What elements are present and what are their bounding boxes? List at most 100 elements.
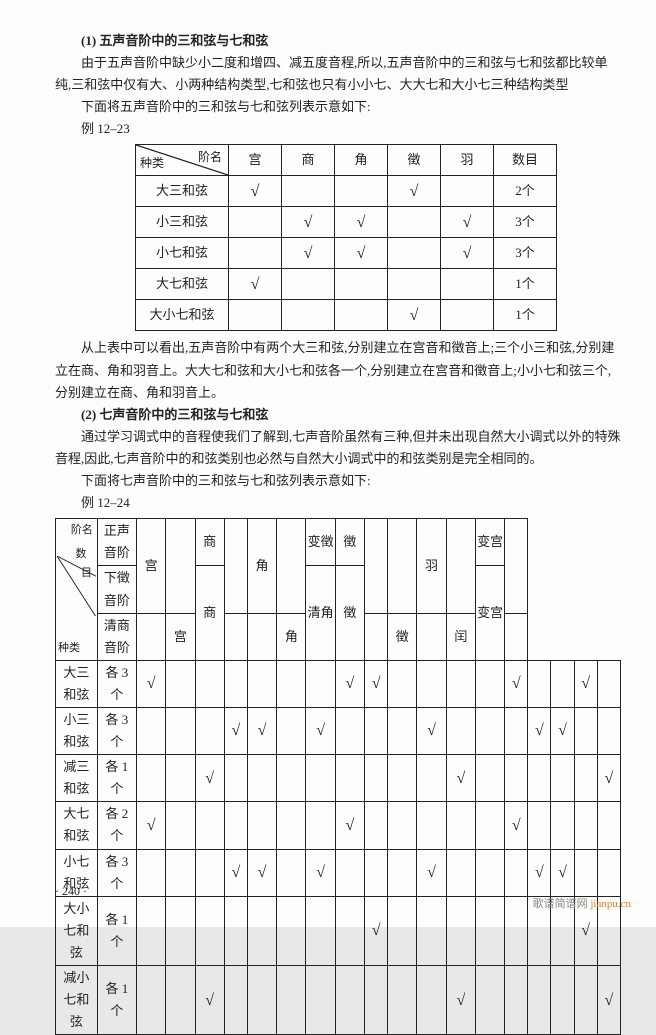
t2-cell bbox=[195, 802, 224, 849]
t2-g1-7: 徵 bbox=[335, 519, 364, 566]
t2-cell: √ bbox=[505, 802, 528, 849]
t2-cell bbox=[551, 966, 574, 1035]
t1-count: 3个 bbox=[494, 207, 557, 238]
t2-hdr-row1: 阶名 数 目 种类 正声音阶 宫 商 角 变徵 徵 羽 bbox=[56, 519, 621, 566]
t2-cell bbox=[335, 849, 364, 896]
t2-cell bbox=[388, 896, 417, 965]
t1-cell bbox=[282, 269, 335, 300]
t2-cell bbox=[195, 707, 224, 754]
t2-cell bbox=[505, 896, 528, 965]
t2-cell bbox=[417, 896, 446, 965]
t2-row-count: 各 1 个 bbox=[97, 896, 136, 965]
t2-cell bbox=[277, 966, 306, 1035]
t2-cell bbox=[166, 849, 195, 896]
t2-cell bbox=[277, 660, 306, 707]
t2-scale-1: 下徵音阶 bbox=[97, 566, 136, 613]
t1-cell: √ bbox=[229, 269, 282, 300]
t2-cell bbox=[388, 707, 417, 754]
t2-cell: √ bbox=[306, 707, 335, 754]
t2-cell bbox=[166, 802, 195, 849]
t2-cell bbox=[446, 896, 475, 965]
t2-cell: √ bbox=[365, 660, 388, 707]
table1-row: 大三和弦√√2个 bbox=[136, 176, 557, 207]
t2-cell: √ bbox=[528, 707, 551, 754]
t2-cell: √ bbox=[247, 707, 276, 754]
t2-cell bbox=[388, 660, 417, 707]
watermark: 歌谱简谱网 jianpu.cn bbox=[533, 895, 631, 911]
t2-cell bbox=[446, 660, 475, 707]
diag-bottom-label: 种类 bbox=[140, 153, 164, 173]
section1-heading: (1) 五声音阶中的三和弦与七和弦 bbox=[55, 30, 621, 52]
t2-cell bbox=[247, 660, 276, 707]
t1-cell bbox=[282, 176, 335, 207]
t2-cell: √ bbox=[247, 849, 276, 896]
t1-cell: √ bbox=[282, 207, 335, 238]
t2-cell bbox=[224, 802, 247, 849]
t1-cell: √ bbox=[388, 300, 441, 331]
t2-cell bbox=[335, 707, 364, 754]
t2-cell bbox=[195, 896, 224, 965]
t1-cell bbox=[441, 176, 494, 207]
t1-cell bbox=[441, 269, 494, 300]
t1-row-label: 小七和弦 bbox=[136, 238, 229, 269]
t2-g2-8: 徵 bbox=[335, 566, 364, 660]
t2-cell bbox=[136, 966, 165, 1035]
t1-cell bbox=[388, 238, 441, 269]
mid-para3: 下面将七声音阶中的三和弦与七和弦列表示意如下: bbox=[55, 470, 621, 492]
t2-row-count: 各 1 个 bbox=[97, 755, 136, 802]
table1: 阶名 种类 宫 商 角 徵 羽 数目 大三和弦√√2个小三和弦√√√3个小七和弦… bbox=[135, 144, 557, 331]
t1-count: 1个 bbox=[494, 300, 557, 331]
t2-g1-12: 变宫 bbox=[475, 519, 504, 566]
t2-diag-top: 阶名 bbox=[71, 521, 93, 540]
t1-cell: √ bbox=[282, 238, 335, 269]
t2-cell: √ bbox=[417, 707, 446, 754]
t1-cell bbox=[335, 176, 388, 207]
t2-cell bbox=[505, 707, 528, 754]
t2-cell bbox=[388, 802, 417, 849]
t2-row-count: 各 3 个 bbox=[97, 707, 136, 754]
t2-diag-mid: 数 目 bbox=[70, 545, 92, 582]
t2-row-label: 大三和弦 bbox=[56, 660, 98, 707]
t2-cell bbox=[166, 966, 195, 1035]
t2-cell bbox=[166, 707, 195, 754]
t2-cell bbox=[446, 707, 475, 754]
t2-cell bbox=[277, 896, 306, 965]
t1-cell: √ bbox=[335, 207, 388, 238]
table2-row: 大三和弦各 3 个√√√√√ bbox=[56, 660, 621, 707]
t2-row-label: 大小七和弦 bbox=[56, 896, 98, 965]
t1-cell bbox=[388, 269, 441, 300]
t1-cell bbox=[282, 300, 335, 331]
t2-cell bbox=[505, 755, 528, 802]
t1-col-4: 羽 bbox=[441, 145, 494, 176]
t2-cell: √ bbox=[224, 707, 247, 754]
t2-cell: √ bbox=[446, 966, 475, 1035]
t2-scale-2: 清商音阶 bbox=[97, 613, 136, 660]
t2-cell bbox=[528, 966, 551, 1035]
t2-cell bbox=[475, 966, 504, 1035]
t2-cell bbox=[247, 896, 276, 965]
t2-cell bbox=[388, 966, 417, 1035]
example-12-23: 例 12–23 bbox=[55, 118, 621, 140]
table2-row: 大七和弦各 2 个√√√ bbox=[56, 802, 621, 849]
t2-cell bbox=[136, 707, 165, 754]
t1-cell bbox=[229, 300, 282, 331]
t2-cell bbox=[574, 755, 597, 802]
t1-cell: √ bbox=[229, 176, 282, 207]
t2-cell bbox=[306, 802, 335, 849]
t2-g3-6: 清角 bbox=[306, 566, 335, 660]
t2-cell bbox=[551, 660, 574, 707]
table1-diag-cell: 阶名 种类 bbox=[136, 145, 229, 176]
t2-cell bbox=[574, 802, 597, 849]
t2-cell: √ bbox=[597, 966, 620, 1035]
t2-row-label: 小三和弦 bbox=[56, 707, 98, 754]
t2-cell: √ bbox=[446, 755, 475, 802]
t2-cell bbox=[475, 896, 504, 965]
t2-row-count: 各 1 个 bbox=[97, 966, 136, 1035]
t2-cell bbox=[417, 802, 446, 849]
t2-cell bbox=[365, 802, 388, 849]
t2-g1-10: 羽 bbox=[417, 519, 446, 613]
t2-cell: √ bbox=[136, 660, 165, 707]
t2-cell bbox=[136, 849, 165, 896]
table2-row: 小三和弦各 3 个√√√√√√ bbox=[56, 707, 621, 754]
t2-cell bbox=[365, 849, 388, 896]
